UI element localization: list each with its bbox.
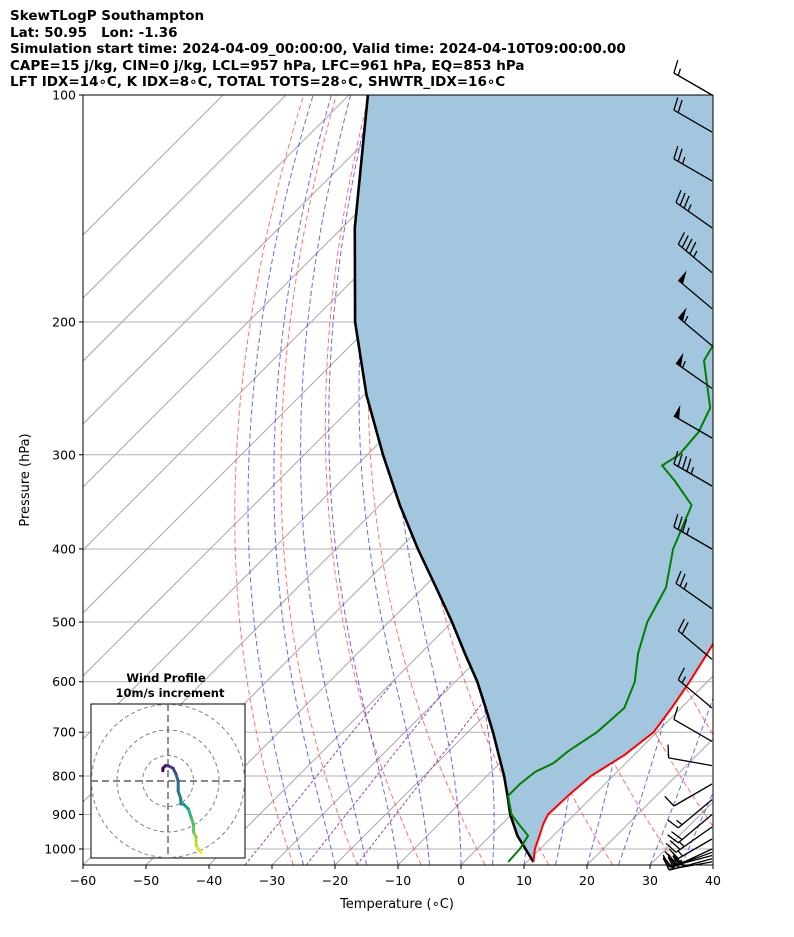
cape-cin-shading bbox=[354, 95, 713, 862]
mixing-ratio-line bbox=[356, 681, 500, 865]
moist-adiabat bbox=[618, 95, 697, 865]
isotherm bbox=[83, 95, 224, 236]
profile-lines bbox=[353, 95, 713, 863]
hodograph-title: Wind Profile bbox=[126, 671, 206, 685]
x-tick-label: −50 bbox=[133, 873, 159, 888]
dewpoint-line bbox=[507, 343, 713, 863]
wind-barb bbox=[677, 667, 713, 709]
wind-barb bbox=[677, 270, 713, 310]
dry-adiabat bbox=[760, 95, 794, 865]
x-tick-label: −60 bbox=[70, 873, 96, 888]
wind-barb bbox=[673, 706, 713, 742]
y-tick-label: 400 bbox=[52, 541, 76, 556]
wind-barb bbox=[664, 838, 713, 862]
x-axis-label: Temperature (∘C) bbox=[339, 897, 454, 912]
chart-title: SkewTLogP Southampton bbox=[10, 8, 205, 24]
dry-adiabat bbox=[728, 95, 794, 865]
wind-barb bbox=[673, 404, 713, 439]
y-axis-label: Pressure (hPa) bbox=[18, 433, 33, 526]
stability-indices-text: LFT IDX=14∘C, K IDX=8∘C, TOTAL TOTS=28∘C… bbox=[10, 74, 506, 90]
y-tick-label: 100 bbox=[52, 88, 76, 103]
wind-barbs bbox=[662, 60, 713, 871]
moist-adiabat bbox=[649, 696, 713, 865]
y-tick-label: 900 bbox=[52, 807, 76, 822]
x-tick-label: −20 bbox=[322, 873, 348, 888]
x-tick-label: 40 bbox=[705, 873, 721, 888]
wind-barb bbox=[675, 570, 713, 610]
hodograph-plot bbox=[91, 704, 245, 858]
hodograph-inset: Wind Profile 10m/s increment bbox=[90, 671, 246, 859]
cape-indices-text: CAPE=15 j/kg, CIN=0 j/kg, LCL=957 hPa, L… bbox=[10, 57, 525, 74]
isotherm bbox=[83, 95, 287, 299]
moist-adiabat bbox=[358, 95, 430, 865]
y-tick-label: 200 bbox=[52, 314, 76, 329]
moist-adiabat bbox=[712, 863, 713, 865]
wind-barb bbox=[677, 232, 713, 274]
x-tick-label: 30 bbox=[642, 873, 658, 888]
wind-barb bbox=[667, 799, 713, 829]
moist-adiabat bbox=[328, 95, 399, 865]
y-tick-label: 300 bbox=[52, 447, 76, 462]
isotherm bbox=[83, 95, 476, 488]
wind-barb bbox=[673, 451, 713, 487]
y-tick-label: 1000 bbox=[44, 842, 76, 857]
isotherm bbox=[712, 864, 713, 865]
wind-barb bbox=[664, 783, 713, 807]
location-text: Lat: 50.95 Lon: -1.36 bbox=[10, 24, 178, 41]
dry-adiabat bbox=[280, 95, 358, 865]
cin-area-fill bbox=[354, 95, 713, 862]
wind-barb bbox=[677, 618, 713, 660]
x-tick-label: 0 bbox=[457, 873, 465, 888]
mixing-ratio-line bbox=[306, 681, 452, 865]
wind-barb bbox=[673, 97, 713, 133]
temperature-line bbox=[532, 641, 713, 863]
parcel-path-line bbox=[353, 95, 535, 863]
wind-barb bbox=[673, 514, 713, 550]
wind-barb bbox=[673, 60, 713, 96]
moist-adiabat bbox=[247, 95, 314, 865]
y-tick-label: 800 bbox=[52, 768, 76, 783]
moist-adiabat bbox=[300, 95, 367, 865]
x-tick-label: −40 bbox=[196, 873, 222, 888]
y-tick-label: 500 bbox=[52, 615, 76, 630]
simulation-time-text: Simulation start time: 2024-04-09_00:00:… bbox=[10, 41, 626, 57]
moist-adiabat bbox=[273, 95, 336, 865]
wind-barb bbox=[677, 307, 713, 347]
y-tick-label: 600 bbox=[52, 674, 76, 689]
dry-adiabat bbox=[367, 95, 486, 865]
chart-header: SkewTLogP Southampton Lat: 50.95 Lon: -1… bbox=[10, 8, 780, 91]
hodograph-subtitle: 10m/s increment bbox=[116, 686, 225, 700]
isotherm bbox=[83, 95, 413, 425]
wind-barb bbox=[675, 189, 713, 229]
moist-adiabat bbox=[681, 791, 713, 865]
x-tick-label: −30 bbox=[259, 873, 285, 888]
wind-barb bbox=[673, 146, 713, 182]
wind-barb bbox=[667, 814, 713, 844]
mixing-ratio-line bbox=[244, 681, 394, 865]
wind-barb bbox=[675, 352, 713, 389]
isotherm bbox=[83, 95, 350, 362]
x-tick-label: 20 bbox=[579, 873, 595, 888]
wind-barb bbox=[667, 744, 713, 767]
x-tick-label: −10 bbox=[385, 873, 411, 888]
y-tick-label: 700 bbox=[52, 725, 76, 740]
dry-adiabat bbox=[234, 95, 305, 865]
isotherm bbox=[523, 675, 713, 865]
isotherm bbox=[334, 486, 713, 865]
x-tick-label: 10 bbox=[516, 873, 532, 888]
